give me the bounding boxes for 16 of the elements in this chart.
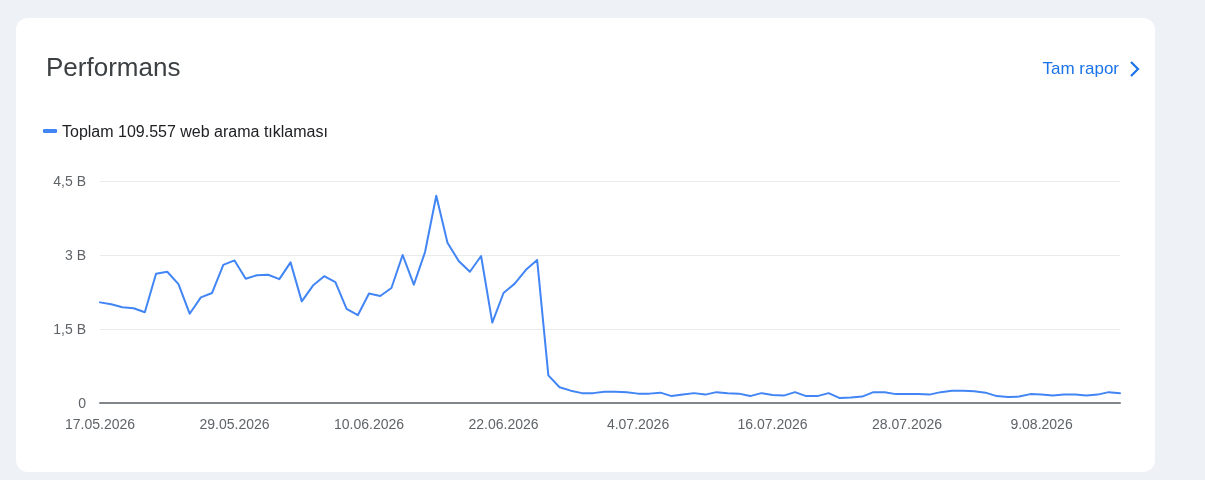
- x-tick-label: 9.08.2026: [1010, 416, 1073, 432]
- x-tick-label: 10.06.2026: [333, 416, 405, 432]
- x-tick-label: 17.05.2026: [64, 416, 136, 432]
- x-tick-label: 28.07.2026: [871, 416, 943, 432]
- y-tick-label: 0: [78, 395, 87, 411]
- x-tick-label: 22.06.2026: [468, 416, 539, 432]
- x-tick-label: 29.05.2026: [199, 416, 270, 432]
- legend-label: Toplam 109.557 web arama tıklaması: [62, 122, 328, 140]
- line-series: [99, 194, 1121, 400]
- text: Tam rapor: [1042, 59, 1119, 79]
- x-tick-label: 16.07.2026: [737, 416, 808, 432]
- y-tick-label: 4,5 B: [53, 173, 86, 189]
- y-tick-label: 3 B: [64, 247, 86, 263]
- chart-title: Performans: [46, 52, 181, 83]
- y-tick-label: 1,5 B: [53, 321, 86, 337]
- x-tick-label: 4.07.2026: [606, 416, 670, 432]
